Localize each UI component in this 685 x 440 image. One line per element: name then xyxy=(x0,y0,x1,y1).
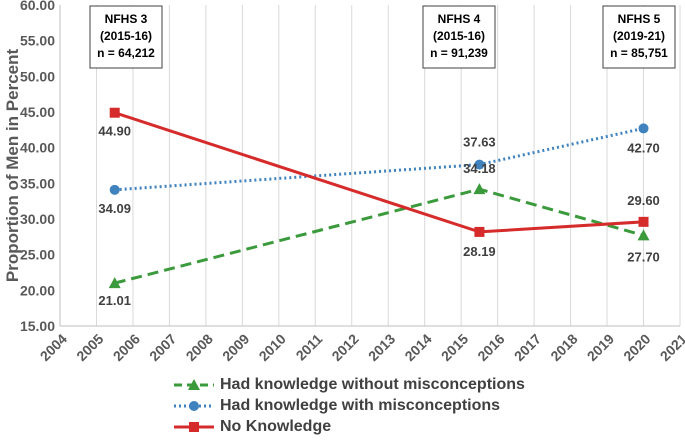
data-point-circle[interactable] xyxy=(638,123,649,134)
y-tick-label: 60.00 xyxy=(20,0,55,13)
x-tick-label: 2013 xyxy=(365,331,398,364)
y-tick-label: 35.00 xyxy=(20,175,55,191)
y-tick-label: 50.00 xyxy=(20,68,55,84)
survey-annotation-text: n = 91,239 xyxy=(430,46,488,60)
x-tick-label: 2008 xyxy=(183,331,216,364)
data-point-square[interactable] xyxy=(109,107,120,118)
legend-swatch-red-solid xyxy=(174,421,214,432)
data-point-triangle[interactable] xyxy=(108,277,121,289)
x-tick-label: 2017 xyxy=(511,331,544,364)
x-tick-label: 2020 xyxy=(620,331,653,364)
data-label: 37.63 xyxy=(463,135,496,150)
data-point-square[interactable] xyxy=(474,226,485,237)
data-label: 44.90 xyxy=(98,124,131,139)
survey-annotation-box xyxy=(602,5,676,69)
survey-annotation-text: NFHS 4 xyxy=(438,12,481,26)
survey-annotation-text: (2015-16) xyxy=(433,29,485,43)
x-tick-label: 2005 xyxy=(73,331,106,364)
legend-label: No Knowledge xyxy=(220,417,332,435)
y-tick-label: 25.00 xyxy=(20,247,55,263)
x-tick-label: 2006 xyxy=(110,331,143,364)
data-label: 27.70 xyxy=(627,249,660,264)
x-tick-label: 2016 xyxy=(474,331,507,364)
legend-swatch-blue-dotted xyxy=(174,400,214,411)
legend-label: Had knowledge with misconceptions xyxy=(220,396,501,414)
legend-item-no-knowledge: No Knowledge xyxy=(172,416,592,437)
x-tick-label: 2009 xyxy=(219,331,252,364)
data-point-triangle[interactable] xyxy=(637,229,650,241)
x-tick-label: 2018 xyxy=(547,331,580,364)
legend-swatch-green-dashed xyxy=(174,378,214,390)
data-label: 34.18 xyxy=(463,161,496,176)
x-tick-label: 2014 xyxy=(401,331,434,364)
x-tick-label: 2021 xyxy=(657,331,685,364)
x-tick-label: 2015 xyxy=(438,331,471,364)
survey-annotation-text: n = 85,751 xyxy=(610,46,668,60)
legend-item-with-misconceptions: Had knowledge with misconceptions xyxy=(172,395,592,416)
data-label: 42.70 xyxy=(627,140,660,155)
x-tick-label: 2007 xyxy=(146,331,179,364)
y-tick-label: 45.00 xyxy=(20,104,55,120)
survey-annotation-box xyxy=(422,5,496,69)
data-point-triangle[interactable] xyxy=(473,183,486,195)
survey-annotation-box xyxy=(89,5,163,69)
y-tick-label: 55.00 xyxy=(20,33,55,49)
y-tick-label: 30.00 xyxy=(20,211,55,227)
survey-annotation-text: NFHS 5 xyxy=(618,12,661,26)
data-point-circle[interactable] xyxy=(109,184,120,195)
y-tick-label: 15.00 xyxy=(20,318,55,334)
data-label: 34.09 xyxy=(98,201,131,216)
legend: Had knowledge without misconceptions Had… xyxy=(172,374,592,437)
x-tick-label: 2010 xyxy=(256,331,289,364)
survey-annotation-text: n = 64,212 xyxy=(97,46,155,60)
survey-annotation-text: (2015-16) xyxy=(100,29,152,43)
data-point-square[interactable] xyxy=(638,216,649,227)
x-tick-label: 2004 xyxy=(37,331,70,364)
legend-label: Had knowledge without misconceptions xyxy=(220,375,525,393)
survey-annotation-text: (2019-21) xyxy=(613,29,665,43)
data-label: 28.19 xyxy=(463,244,496,259)
x-tick-label: 2012 xyxy=(328,331,361,364)
y-tick-label: 20.00 xyxy=(20,282,55,298)
series-line-0 xyxy=(114,187,644,285)
survey-annotation-text: NFHS 3 xyxy=(105,12,148,26)
y-tick-label: 40.00 xyxy=(20,140,55,156)
x-tick-label: 2019 xyxy=(584,331,617,364)
data-label: 21.01 xyxy=(98,293,131,308)
data-point-circle[interactable] xyxy=(474,159,485,170)
data-label: 29.60 xyxy=(627,193,660,208)
x-tick-label: 2011 xyxy=(293,331,326,364)
legend-item-without-misconceptions: Had knowledge without misconceptions xyxy=(172,374,592,395)
y-axis-label: Proportion of Men in Percent xyxy=(3,49,22,283)
